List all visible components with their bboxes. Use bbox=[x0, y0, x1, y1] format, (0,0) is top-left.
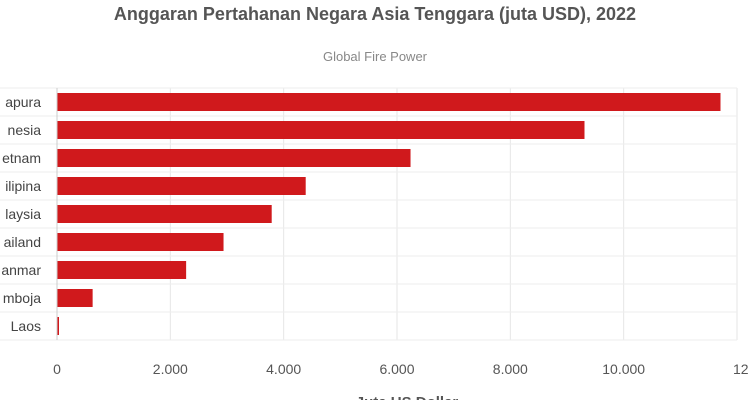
bar-malaysia[interactable] bbox=[57, 205, 272, 223]
x-tick-label: 8.000 bbox=[493, 361, 528, 377]
x-tick-label: 4.000 bbox=[266, 361, 301, 377]
bar-singapura[interactable] bbox=[57, 93, 721, 111]
bar-filipina[interactable] bbox=[57, 177, 306, 195]
category-label-filipina: ilipina bbox=[5, 178, 41, 194]
category-label-malaysia: laysia bbox=[5, 206, 41, 222]
x-axis-title: Juta US Dollar bbox=[356, 394, 459, 400]
category-label-kamboja: mboja bbox=[3, 290, 41, 306]
category-label-myanmar: anmar bbox=[1, 262, 41, 278]
bar-indonesia[interactable] bbox=[57, 121, 585, 139]
category-label-singapura: apura bbox=[5, 94, 41, 110]
bar-myanmar[interactable] bbox=[57, 261, 187, 279]
bar-vietnam[interactable] bbox=[57, 149, 411, 167]
category-label-vietnam: etnam bbox=[2, 150, 41, 166]
x-tick-label: 0 bbox=[53, 361, 61, 377]
x-tick-label: 6.000 bbox=[379, 361, 414, 377]
bar-thailand[interactable] bbox=[57, 233, 224, 251]
chart-subtitle: Global Fire Power bbox=[322, 49, 428, 64]
category-label-thailand: ailand bbox=[4, 234, 41, 250]
chart-title: Anggaran Pertahanan Negara Asia Tenggara… bbox=[113, 4, 637, 24]
x-tick-label: 12 bbox=[733, 361, 749, 377]
category-label-laos: Laos bbox=[11, 318, 41, 334]
category-label-indonesia: nesia bbox=[8, 122, 42, 138]
bar-kamboja[interactable] bbox=[57, 289, 93, 307]
x-tick-label: 2.000 bbox=[153, 361, 188, 377]
x-tick-label: 10.000 bbox=[602, 361, 645, 377]
bar-laos[interactable] bbox=[57, 317, 60, 335]
